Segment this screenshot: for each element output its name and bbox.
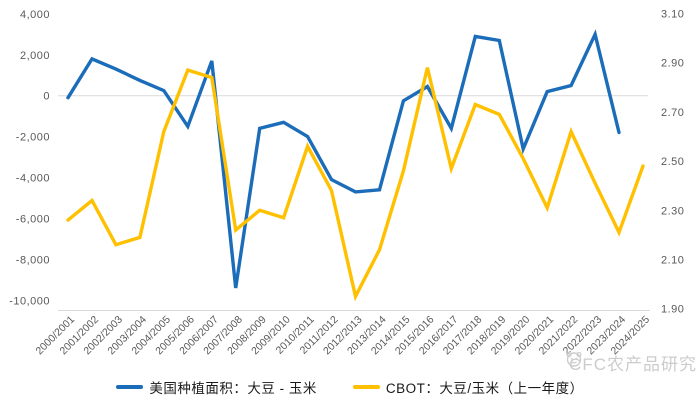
left-axis-tick-label: -6,000 [16,213,50,225]
left-axis-tick-label: 0 [43,91,50,103]
legend-item-cbot-ratio: CBOT：大豆/玉米（上一年度） [352,377,584,397]
legend-item-us-planting-area: 美国种植面积：大豆 - 玉米 [116,377,317,397]
left-axis-tick-label: -8,000 [16,254,50,266]
right-axis-tick-label: 2.30 [661,205,684,217]
chart-legend: 美国种植面积：大豆 - 玉米 CBOT：大豆/玉米（上一年度） [0,377,700,397]
right-axis-tick-label: 2.90 [661,58,684,70]
legend-swatch-yellow-line [352,385,380,389]
left-axis-tick-label: -4,000 [16,173,50,185]
legend-label: CBOT：大豆/玉米（上一年度） [385,381,584,396]
right-axis-tick-label: 2.10 [661,255,684,267]
legend-label: 美国种植面积：大豆 - 玉米 [149,381,317,396]
left-axis-tick-label: 4,000 [20,9,50,21]
left-axis-tick-label: -10,000 [9,295,50,307]
right-axis-tick-label: 2.50 [661,156,684,168]
right-axis-tick-label: 3.10 [661,9,684,21]
legend-swatch-blue-line [116,385,144,389]
series-line-cbot-soy-corn-ratio [66,67,645,302]
right-axis-tick-label: 2.70 [661,107,684,119]
right-axis-tick-label: 1.90 [661,304,684,316]
left-axis-tick-label: 2,000 [20,50,50,62]
left-axis-tick-label: -2,000 [16,132,50,144]
series-line-us-planting-area-diff [66,29,621,289]
